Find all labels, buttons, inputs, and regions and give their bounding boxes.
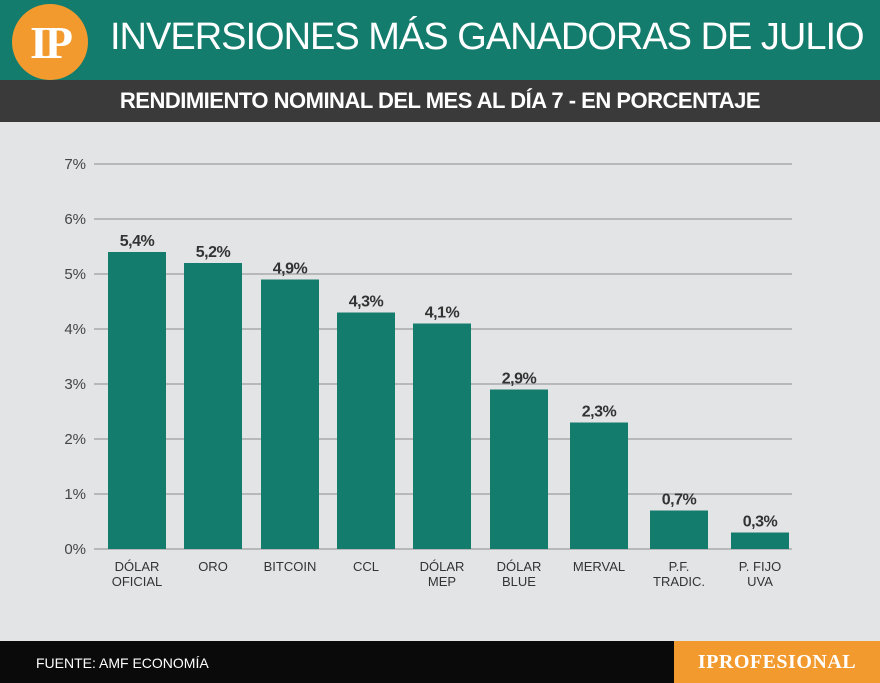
data-label: 4,9% — [273, 261, 308, 278]
data-label: 5,4% — [120, 233, 155, 250]
bar — [490, 389, 548, 549]
header: IP INVERSIONES MÁS GANADORAS DE JULIO — [0, 0, 880, 80]
x-tick-label: P.F. — [669, 559, 690, 574]
footer: FUENTE: AMF ECONOMÍA IPROFESIONAL — [0, 641, 880, 683]
bar — [261, 279, 319, 549]
y-tick-label: 2% — [64, 431, 86, 448]
y-tick-label: 5% — [64, 266, 86, 283]
x-tick-label: OFICIAL — [112, 574, 163, 589]
y-tick-label: 1% — [64, 486, 86, 503]
bar — [108, 252, 166, 549]
y-tick-label: 0% — [64, 541, 86, 558]
ip-logo: IP — [12, 4, 88, 80]
x-tick-label: P. FIJO — [739, 559, 781, 574]
data-label: 0,7% — [662, 492, 697, 509]
bar — [570, 422, 628, 549]
y-tick-label: 7% — [64, 156, 86, 173]
x-tick-label: MEP — [428, 574, 456, 589]
data-label: 5,2% — [196, 244, 231, 261]
bar — [184, 263, 242, 549]
x-tick-label: UVA — [747, 574, 773, 589]
x-tick-label: ORO — [198, 559, 228, 574]
data-label: 2,3% — [582, 404, 617, 421]
y-tick-label: 6% — [64, 211, 86, 228]
x-tick-label: DÓLAR — [420, 559, 465, 574]
brand-logo: IPROFESIONAL — [674, 641, 880, 683]
x-tick-label: CCL — [353, 559, 379, 574]
x-tick-label: MERVAL — [573, 559, 625, 574]
x-tick-label: DÓLAR — [497, 559, 542, 574]
page-title: INVERSIONES MÁS GANADORAS DE JULIO — [110, 16, 865, 58]
y-tick-label: 3% — [64, 376, 86, 393]
data-label: 4,1% — [425, 305, 460, 322]
bar — [650, 510, 708, 549]
data-label: 2,9% — [502, 371, 537, 388]
data-label: 4,3% — [349, 294, 384, 311]
x-tick-label: TRADIC. — [653, 574, 705, 589]
bar-chart: 0%1%2%3%4%5%6%7%5,4%DÓLAROFICIAL5,2%ORO4… — [64, 156, 792, 589]
y-tick-label: 4% — [64, 321, 86, 338]
subheader: RENDIMIENTO NOMINAL DEL MES AL DÍA 7 - E… — [0, 80, 880, 122]
bar — [337, 312, 395, 549]
bar — [413, 323, 471, 549]
x-tick-label: BITCOIN — [264, 559, 317, 574]
chart-subtitle: RENDIMIENTO NOMINAL DEL MES AL DÍA 7 - E… — [119, 88, 761, 113]
source-note: FUENTE: AMF ECONOMÍA — [36, 655, 209, 671]
data-label: 0,3% — [743, 514, 778, 531]
x-tick-label: DÓLAR — [115, 559, 160, 574]
bar — [731, 532, 789, 549]
x-tick-label: BLUE — [502, 574, 536, 589]
